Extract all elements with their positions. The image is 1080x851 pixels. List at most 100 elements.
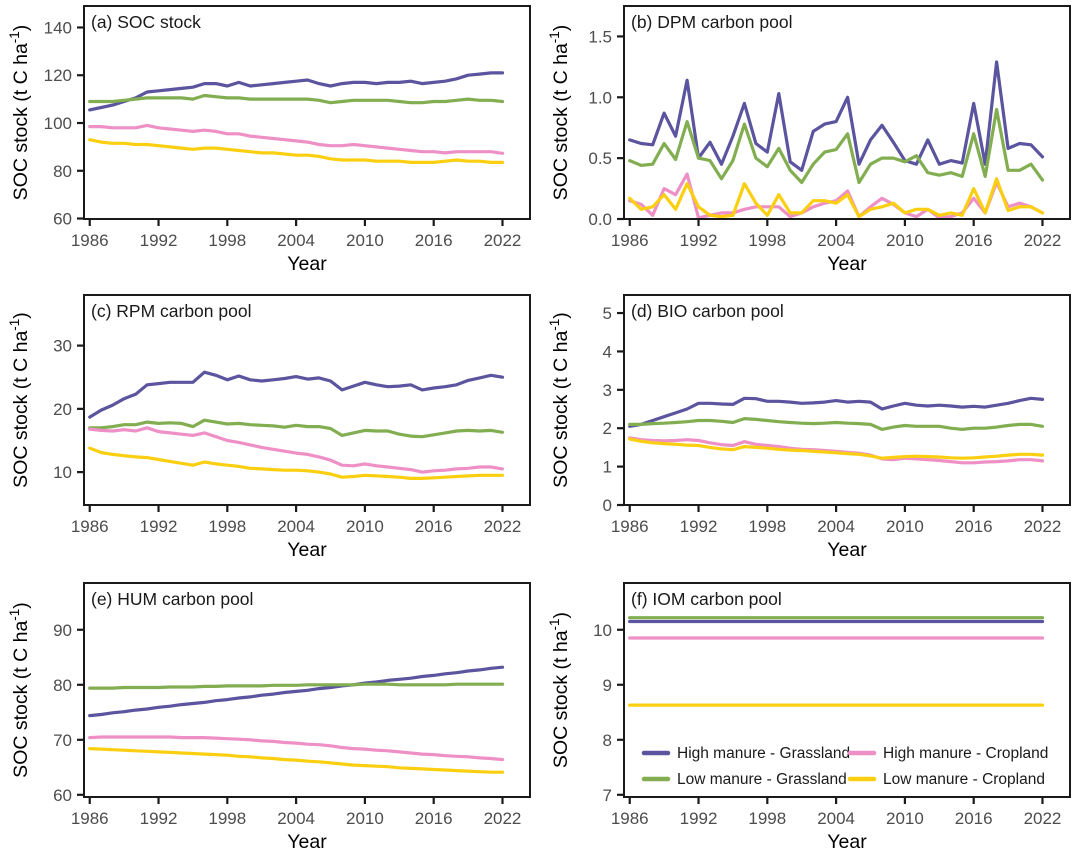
- series-line-low_cropland: [88, 747, 505, 774]
- x-tick-label: 2010: [346, 517, 384, 536]
- y-tick-label: 60: [53, 786, 72, 805]
- y-axis-label: SOC stock (t C ha-1): [547, 312, 572, 488]
- y-tick-label: 10: [53, 463, 72, 482]
- x-tick-label: 1986: [71, 517, 109, 536]
- x-tick-label: 1992: [140, 809, 178, 828]
- x-tick-label: 1986: [611, 809, 649, 828]
- y-tick-label: 3: [603, 381, 612, 400]
- x-tick-label: 1998: [208, 517, 246, 536]
- y-axis-label: SOC stock (t C ha-1): [7, 602, 32, 778]
- plot-border: [83, 294, 531, 506]
- series-line-high_cropland: [88, 426, 505, 474]
- y-tick-label: 1.5: [588, 27, 612, 46]
- y-tick-label: 70: [53, 731, 72, 750]
- y-tick-label: 0.0: [588, 210, 612, 229]
- series-line-high_cropland: [88, 123, 505, 155]
- x-tick-label: 1998: [748, 517, 786, 536]
- y-tick-label: 2: [603, 419, 612, 438]
- y-tick-label: 0: [603, 496, 612, 515]
- x-tick-label: 2004: [817, 809, 855, 828]
- series-line-high_grassland: [88, 71, 505, 112]
- x-tick-label: 2022: [1024, 809, 1062, 828]
- series-line-high_cropland: [628, 172, 1045, 220]
- x-tick-label: 1992: [680, 231, 718, 250]
- x-tick-label: 1986: [71, 231, 109, 250]
- panel-title: (f) IOM carbon pool: [631, 589, 782, 609]
- y-tick-label: 1.0: [588, 88, 612, 107]
- panel-d-chart: 1986 1992 1998 2004 2010 2016 2022 0 1 2 3 4 5 Year SO…: [547, 294, 1071, 561]
- series-line-high_grassland: [88, 665, 505, 718]
- x-tick-label: 1986: [611, 231, 649, 250]
- y-axis-label: SOC stock (t ha-1): [547, 612, 572, 768]
- panel-title: (e) HUM carbon pool: [91, 589, 253, 609]
- panel-c: 1986 1992 1998 2004 2010 2016 2022 10 20 30 Year SO…: [0, 284, 540, 568]
- x-tick-label: 2004: [817, 231, 855, 250]
- y-tick-label: 1: [603, 458, 612, 477]
- legend: High manure - Grassland Low manure - Gras…: [641, 745, 1048, 788]
- x-tick-label: 2016: [955, 809, 993, 828]
- x-axis-label: Year: [287, 539, 327, 561]
- y-tick-label: 30: [53, 337, 72, 356]
- x-tick-label: 2022: [484, 517, 522, 536]
- y-tick-label: 90: [53, 621, 72, 640]
- series-line-low_cropland: [88, 138, 505, 164]
- x-tick-label: 2004: [277, 517, 315, 536]
- y-axis-label: SOC stock (t C ha-1): [7, 25, 32, 201]
- panel-d: 1986 1992 1998 2004 2010 2016 2022 0 1 2 3 4 5 Year SO…: [540, 284, 1080, 568]
- series-line-low_grassland: [628, 107, 1045, 185]
- x-tick-label: 1998: [208, 809, 246, 828]
- y-tick-label: 100: [44, 114, 72, 133]
- panel-a-chart: 1986 1992 1998 2004 2010 2016 2022 60 80 100 120 14…: [7, 5, 531, 275]
- series-line-low_cropland: [628, 437, 1045, 460]
- y-tick-label: 5: [603, 304, 612, 323]
- x-tick-label: 1986: [611, 517, 649, 536]
- x-tick-label: 2010: [346, 231, 384, 250]
- y-tick-label: 4: [603, 342, 612, 361]
- panel-title: (d) BIO carbon pool: [631, 301, 784, 321]
- panel-title: (c) RPM carbon pool: [91, 301, 251, 321]
- panel-b: 1986 1992 1998 2004 2010 2016 2022 0.0 0.5 1.0 1.5…: [540, 0, 1080, 284]
- y-tick-label: 80: [53, 162, 72, 181]
- x-tick-label: 1998: [748, 231, 786, 250]
- x-tick-label: 2016: [955, 517, 993, 536]
- series-line-low_grassland: [88, 418, 505, 439]
- legend-label: Low manure - Grassland: [677, 771, 847, 788]
- x-tick-label: 1998: [748, 809, 786, 828]
- y-axis-label: SOC stock (t C ha-1): [7, 312, 32, 488]
- x-tick-label: 1998: [208, 231, 246, 250]
- panel-c-chart: 1986 1992 1998 2004 2010 2016 2022 10 20 30 Year SO…: [7, 294, 531, 561]
- plot-border: [623, 294, 1071, 506]
- plot-border: [83, 582, 531, 798]
- legend-label: High manure - Grassland: [677, 745, 850, 762]
- series-line-low_grassland: [88, 93, 505, 105]
- legend-label: Low manure - Cropland: [883, 771, 1045, 788]
- series-line-low_grassland: [88, 682, 505, 690]
- y-tick-label: 140: [44, 18, 72, 37]
- y-axis-label: SOC stock (t C ha-1): [547, 25, 572, 201]
- x-tick-label: 1992: [680, 517, 718, 536]
- x-tick-label: 2010: [886, 517, 924, 536]
- x-axis-label: Year: [827, 539, 867, 561]
- plot-border: [623, 5, 1071, 220]
- series-line-low_grassland: [628, 417, 1045, 431]
- y-tick-label: 20: [53, 400, 72, 419]
- y-tick-label: 9: [603, 676, 612, 695]
- x-tick-label: 1992: [140, 517, 178, 536]
- x-tick-label: 2022: [1024, 517, 1062, 536]
- x-tick-label: 1992: [680, 809, 718, 828]
- y-tick-label: 60: [53, 210, 72, 229]
- series-line-high_grassland: [628, 396, 1045, 428]
- x-tick-label: 2010: [346, 809, 384, 828]
- x-axis-label: Year: [827, 831, 867, 851]
- x-tick-label: 2010: [886, 809, 924, 828]
- legend-label: High manure - Cropland: [883, 745, 1048, 762]
- panel-b-chart: 1986 1992 1998 2004 2010 2016 2022 0.0 0.5 1.0 1.5…: [547, 5, 1071, 275]
- panel-f-chart: 1986 1992 1998 2004 2010 2016 2022 7 8 9 10 Year SOC…: [547, 582, 1071, 851]
- x-axis-label: Year: [827, 253, 867, 275]
- x-axis-label: Year: [287, 253, 327, 275]
- y-tick-label: 8: [603, 731, 612, 750]
- plot-border: [623, 582, 1071, 798]
- y-tick-label: 7: [603, 786, 612, 805]
- y-tick-label: 10: [593, 621, 612, 640]
